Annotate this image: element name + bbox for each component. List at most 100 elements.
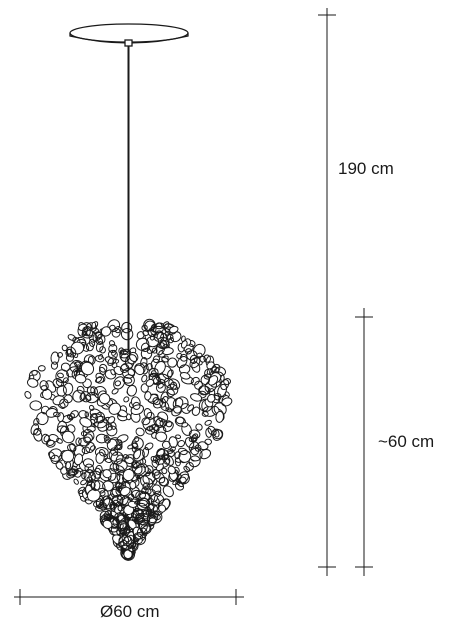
crystal-ring: [85, 394, 92, 402]
crystal-ring: [61, 449, 75, 463]
crystal-ring: [114, 326, 122, 334]
crystal-ring: [59, 398, 69, 409]
crystal-ring: [135, 490, 147, 501]
crystal-ring: [166, 383, 179, 396]
crystal-ring: [70, 410, 79, 419]
crystal-ring: [178, 447, 188, 456]
crystal-ring: [67, 468, 77, 477]
crystal-ring: [108, 343, 118, 354]
crystal-ring: [56, 385, 67, 397]
crystal-ring: [133, 448, 142, 460]
crystal-ring: [67, 334, 76, 341]
crystal-ring: [90, 386, 98, 396]
crystal-ring: [95, 503, 107, 512]
crystal-ring: [155, 431, 168, 442]
crystal-ring: [110, 488, 121, 498]
crystal-ring: [174, 482, 185, 491]
crystal-ring: [167, 465, 176, 475]
crystal-ring: [43, 434, 50, 443]
crystal-ring: [73, 453, 84, 466]
crystal-ring: [48, 448, 63, 462]
crystal-ring: [29, 400, 43, 411]
crystal-ring: [200, 374, 211, 385]
crystal-ring: [121, 534, 130, 545]
crystal-ring: [175, 416, 185, 425]
crystal-ring: [84, 436, 92, 443]
crystal-ring: [211, 363, 221, 373]
crystal-ring: [203, 354, 212, 363]
crystal-ring: [65, 461, 72, 470]
cluster-height-label: ~60 cm: [378, 432, 435, 451]
crystal-ring: [95, 411, 106, 424]
crystal-ring: [220, 379, 230, 391]
crystal-ring: [39, 380, 49, 392]
crystal-ring: [57, 420, 68, 434]
crystal-ring: [98, 449, 106, 457]
crystal-ring: [146, 498, 155, 505]
crystal-ring: [109, 504, 116, 510]
crystal-ring: [174, 451, 181, 460]
crystal-ring: [184, 437, 195, 449]
crystal-ring: [61, 344, 68, 352]
crystal-ring: [115, 465, 125, 473]
crystal-ring: [207, 425, 217, 436]
crystal-ring: [126, 354, 137, 365]
crystal-ring: [30, 423, 40, 436]
crystal-ring: [80, 361, 95, 376]
crystal-ring: [193, 343, 206, 358]
crystal-ring: [121, 321, 133, 334]
crystal-ring: [61, 430, 75, 444]
crystal-ring: [197, 441, 209, 451]
crystal-ring: [120, 327, 134, 341]
crystal-ring: [81, 446, 91, 455]
crystal-ring: [169, 381, 178, 390]
crystal-ring: [140, 383, 149, 393]
crystal-ring: [143, 408, 153, 419]
crystal-ring: [74, 361, 82, 368]
crystal-ring: [131, 442, 139, 450]
crystal-ring: [134, 502, 149, 517]
crystal-ring: [109, 462, 120, 472]
crystal-ring: [168, 436, 178, 448]
crystal-ring: [111, 494, 124, 507]
crystal-ring: [123, 396, 130, 403]
height-dimension-line: [318, 8, 336, 576]
crystal-ring: [62, 382, 74, 396]
crystal-ring: [63, 394, 73, 404]
crystal-ring: [104, 436, 111, 444]
crystal-ring: [177, 440, 186, 448]
crystal-ring: [79, 417, 93, 428]
crystal-ring: [45, 408, 58, 418]
crystal-ring: [80, 430, 88, 437]
crystal-ring: [86, 488, 101, 502]
crystal-ring: [151, 347, 158, 354]
crystal-ring: [198, 385, 209, 396]
crystal-ring: [117, 503, 126, 512]
crystal-ring: [136, 331, 145, 340]
ceiling-canopy: [69, 23, 189, 47]
crystal-ring: [142, 447, 150, 458]
crystal-ring: [158, 504, 167, 513]
crystal-ring: [142, 472, 156, 485]
crystal-ring: [204, 438, 212, 446]
crystal-ring: [90, 479, 101, 492]
crystal-ring: [148, 367, 159, 378]
crystal-ring: [139, 523, 148, 533]
crystal-ring: [33, 427, 42, 436]
crystal-ring: [119, 523, 124, 530]
crystal-ring: [141, 324, 148, 331]
crystal-ring: [134, 499, 141, 505]
crystal-ring: [161, 356, 169, 363]
crystal-ring: [181, 422, 189, 428]
crystal-ring: [120, 353, 130, 363]
crystal-ring: [74, 374, 87, 384]
crystal-ring: [95, 341, 104, 353]
crystal-ring: [157, 383, 164, 389]
crystal-ring: [123, 454, 130, 460]
total-height-label: 190 cm: [338, 159, 394, 178]
crystal-ring: [135, 427, 145, 437]
crystal-ring: [162, 454, 171, 465]
crystal-ring: [107, 356, 117, 366]
crystal-ring: [190, 376, 200, 386]
crystal-ring: [95, 336, 104, 345]
